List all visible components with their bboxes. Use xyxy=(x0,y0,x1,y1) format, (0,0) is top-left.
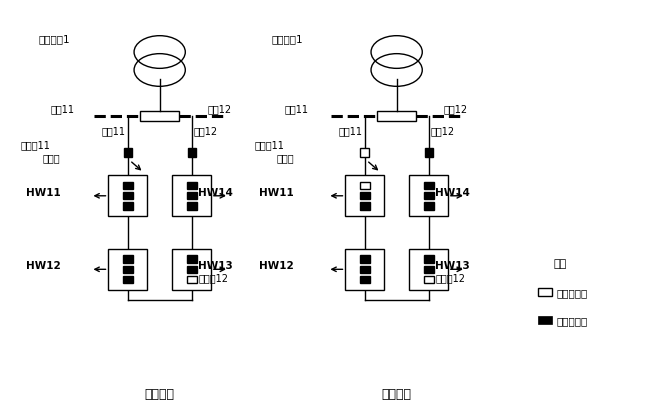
Text: 主变压器1: 主变压器1 xyxy=(272,34,304,45)
Bar xyxy=(537,288,552,296)
Bar xyxy=(172,249,211,290)
Text: 断路器11: 断路器11 xyxy=(255,140,285,150)
Bar xyxy=(187,256,197,263)
Bar xyxy=(123,256,133,263)
Text: 发生故障: 发生故障 xyxy=(145,387,174,401)
Bar xyxy=(424,266,434,273)
Bar xyxy=(360,192,370,200)
Bar xyxy=(360,266,370,273)
Bar xyxy=(410,176,448,217)
Text: 母线12: 母线12 xyxy=(208,104,232,114)
Text: 故障点: 故障点 xyxy=(43,153,61,163)
Bar xyxy=(424,192,434,200)
Text: 联络线12: 联络线12 xyxy=(198,273,228,283)
Text: HW13: HW13 xyxy=(435,261,470,271)
Text: 断路器11: 断路器11 xyxy=(21,140,51,150)
Text: 馈线11: 馈线11 xyxy=(339,126,362,136)
Bar xyxy=(424,203,434,210)
Bar xyxy=(377,112,416,122)
Text: 母线12: 母线12 xyxy=(443,104,468,114)
Text: 馈线11: 馈线11 xyxy=(101,126,126,136)
Bar xyxy=(360,256,370,263)
Text: HW13: HW13 xyxy=(198,261,233,271)
Bar xyxy=(187,203,197,210)
Bar xyxy=(410,249,448,290)
Bar xyxy=(123,266,133,273)
Bar xyxy=(424,276,434,283)
Bar xyxy=(187,183,197,190)
Text: HW14: HW14 xyxy=(198,187,233,197)
Text: HW11: HW11 xyxy=(260,187,294,197)
Bar xyxy=(537,316,552,325)
Bar xyxy=(360,149,369,158)
Text: 故障点: 故障点 xyxy=(276,153,294,163)
Text: 故障隔离: 故障隔离 xyxy=(382,387,412,401)
Bar xyxy=(346,249,384,290)
Bar xyxy=(123,183,133,190)
Bar xyxy=(424,183,434,190)
Bar xyxy=(360,183,370,190)
Text: HW11: HW11 xyxy=(26,187,61,197)
Bar xyxy=(187,276,197,283)
Bar xyxy=(172,176,211,217)
Bar xyxy=(109,176,147,217)
Text: 馈线12: 馈线12 xyxy=(431,126,455,136)
Text: 母线11: 母线11 xyxy=(51,104,75,114)
Bar xyxy=(123,276,133,283)
Bar xyxy=(123,192,133,200)
Text: 主变压器1: 主变压器1 xyxy=(38,34,70,45)
Text: 馈线12: 馈线12 xyxy=(194,126,218,136)
Bar xyxy=(424,149,433,158)
Text: 断路器闭合: 断路器闭合 xyxy=(557,316,588,325)
Bar xyxy=(424,256,434,263)
Text: HW12: HW12 xyxy=(260,261,294,271)
Bar xyxy=(187,149,196,158)
Bar xyxy=(123,149,132,158)
Bar xyxy=(187,192,197,200)
Text: HW14: HW14 xyxy=(435,187,470,197)
Text: 母线11: 母线11 xyxy=(285,104,309,114)
Bar xyxy=(123,203,133,210)
Bar xyxy=(109,249,147,290)
Text: 图例: 图例 xyxy=(554,259,567,268)
Bar xyxy=(360,276,370,283)
Text: HW12: HW12 xyxy=(26,261,61,271)
Text: 断路器打开: 断路器打开 xyxy=(557,287,588,297)
Text: 联络线12: 联络线12 xyxy=(435,273,465,283)
Bar xyxy=(360,203,370,210)
Bar xyxy=(346,176,384,217)
Bar xyxy=(140,112,179,122)
Bar xyxy=(187,266,197,273)
